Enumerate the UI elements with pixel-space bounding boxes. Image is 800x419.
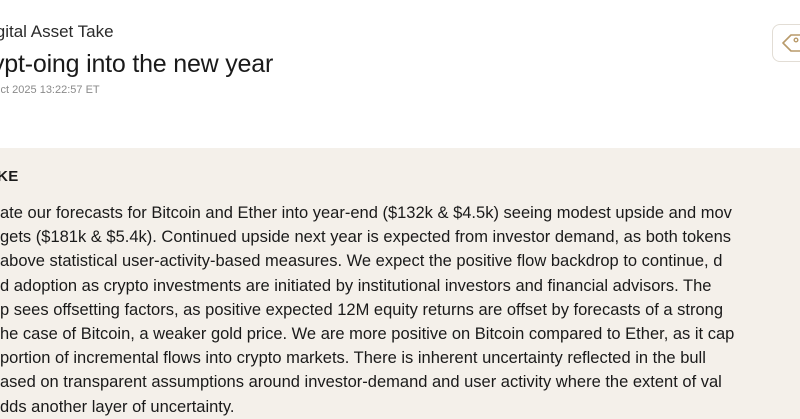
report-timestamp: Oct 2025 13:22:57 ET xyxy=(0,84,100,96)
tag-button[interactable] xyxy=(772,24,800,62)
take-line: gets ($181k & $5.4k). Continued upside n… xyxy=(0,228,732,247)
take-body: ate our forecasts for Bitcoin and Ether … xyxy=(0,201,800,419)
report-header: igital Asset Take ypt-oing into the new … xyxy=(0,0,800,148)
take-line: ased on transparent assumptions around i… xyxy=(0,373,722,392)
report-title: ypt-oing into the new year xyxy=(0,50,274,78)
take-line: dds another layer of uncertainty. xyxy=(0,397,235,416)
take-line: portion of incremental flows into crypto… xyxy=(0,349,706,368)
take-line: d adoption as crypto investments are ini… xyxy=(0,276,712,295)
take-section: AKE ate our forecasts for Bitcoin and Et… xyxy=(0,148,800,419)
take-heading: AKE xyxy=(0,168,19,185)
tag-icon xyxy=(782,34,800,52)
take-line: ate our forecasts for Bitcoin and Ether … xyxy=(0,204,732,222)
take-line: he case of Bitcoin, a weaker gold price.… xyxy=(0,324,735,343)
take-line: above statistical user-activity-based me… xyxy=(0,252,723,271)
report-series-label: igital Asset Take xyxy=(0,22,114,41)
take-line: p sees offsetting factors, as positive e… xyxy=(0,300,724,319)
